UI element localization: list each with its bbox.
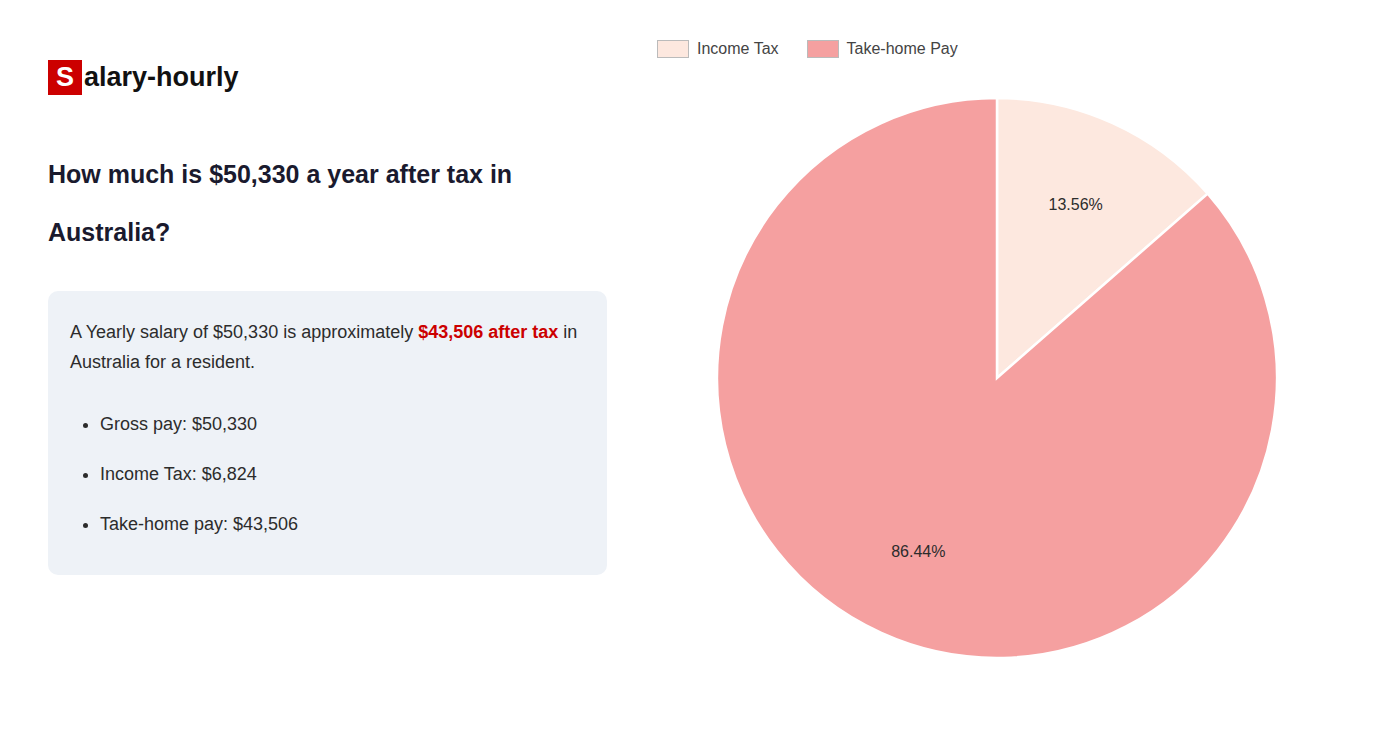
html-text:Income Tax: $6,824: Income Tax: $6,824 [100,464,257,484]
html-text:Take-home pay: $43,506: Take-home pay: $43,506 [100,514,299,534]
html-text:Take-home Pay: Take-home Pay [846,40,958,57]
svg-text:13.56%: 13.56% [1049,196,1103,213]
html-text:S alary-hourly: S alary-hourly [56,62,239,92]
svg-text:86.44%: 86.44% [891,543,945,560]
html-text:Gross pay: $50,330: Gross pay: $50,330 [100,414,258,434]
html-text:How much is $50,330 a year aft: How much is $50,330 a year after tax in … [48,160,513,246]
html-text:Income Tax: Income Tax [697,40,779,57]
html-text:A Yearly salary of $50,330 is: A Yearly salary of $50,330 is approximat… [70,322,578,342]
html-text:Australia for a resident.: Australia for a resident. [70,352,256,372]
